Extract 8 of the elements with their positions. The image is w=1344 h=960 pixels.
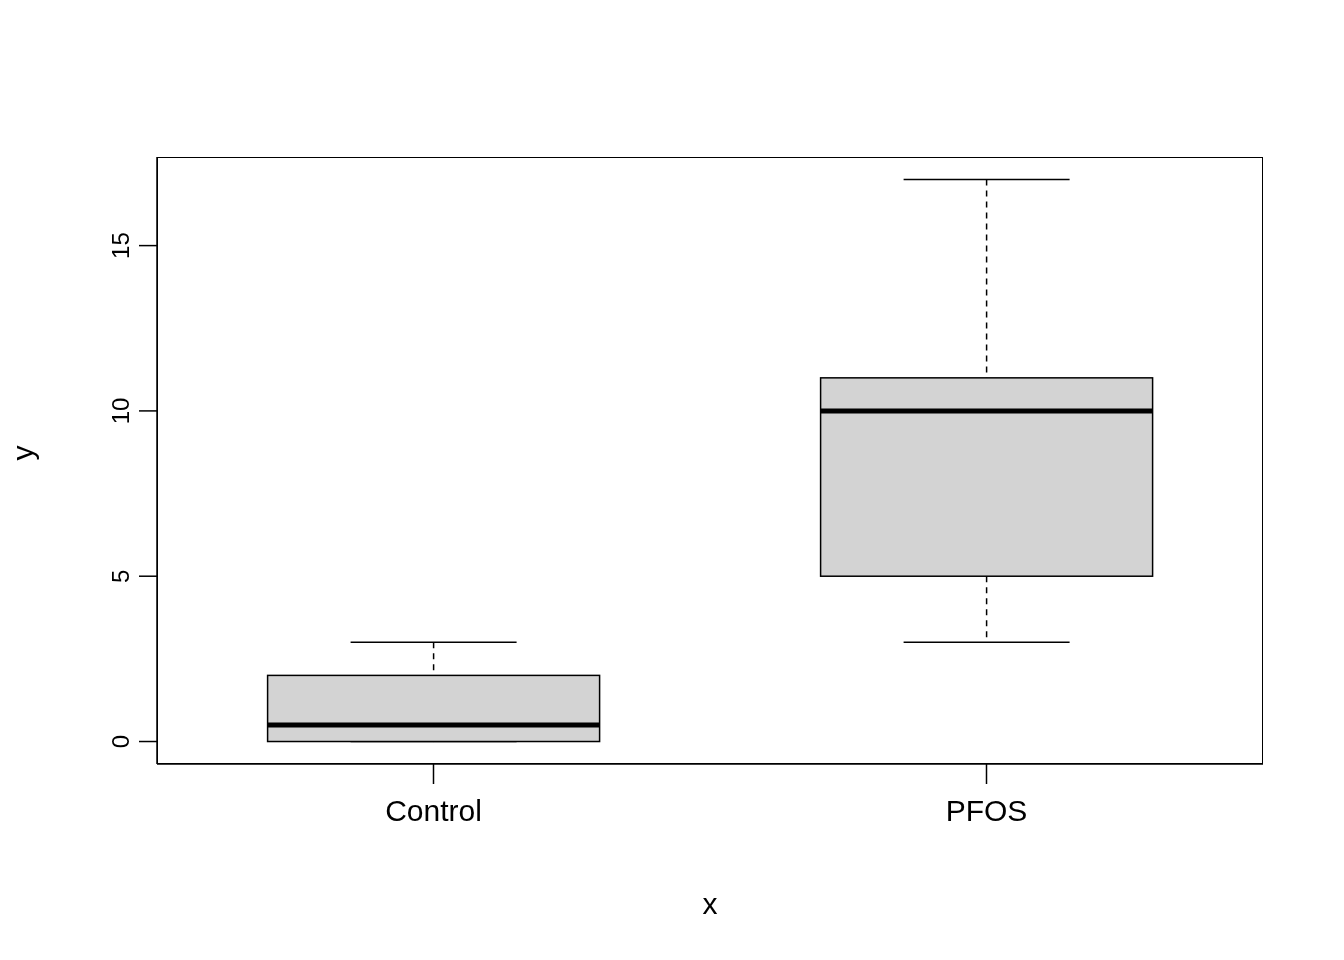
x-axis-title: x bbox=[702, 887, 718, 920]
y-tick-label: 10 bbox=[107, 397, 134, 425]
x-tick-label: Control bbox=[385, 794, 482, 828]
y-tick-label: 15 bbox=[107, 232, 134, 259]
x-tick-label: PFOS bbox=[945, 794, 1028, 828]
y-axis-title: y bbox=[5, 445, 39, 461]
y-tick-label: 0 bbox=[107, 734, 134, 749]
y-tick-label: 5 bbox=[107, 569, 134, 583]
